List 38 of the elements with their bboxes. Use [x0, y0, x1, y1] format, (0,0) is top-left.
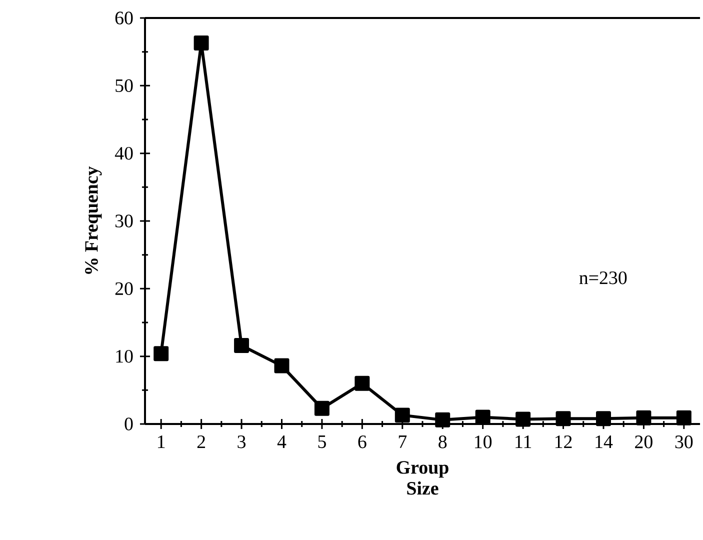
- point: [556, 411, 571, 426]
- x-tick-label: 3: [238, 435, 246, 448]
- x-tick-label: 20: [635, 436, 652, 448]
- y-tick-label: 10: [116, 350, 133, 363]
- x-tick-label: 6: [358, 435, 366, 448]
- point: [354, 376, 370, 391]
- y-tick-label: 20: [115, 282, 133, 296]
- x-axis-title: Group Size: [396, 461, 448, 495]
- point: [596, 411, 611, 426]
- x-tick-label: 14: [596, 436, 613, 448]
- point: [516, 412, 531, 427]
- x-tick-label: 7: [398, 435, 407, 448]
- point: [394, 408, 410, 423]
- x-tick-label: 4: [277, 436, 286, 448]
- point: [274, 358, 290, 374]
- x-tick-label: 5: [318, 435, 326, 448]
- point: [194, 36, 209, 51]
- x-tick-label: 2: [197, 435, 205, 448]
- y-tick-label: 50: [116, 79, 133, 92]
- x-tick-label: 10: [475, 436, 492, 448]
- y-tick-label: 30: [115, 214, 133, 228]
- point: [636, 410, 652, 426]
- x-tick-label: 30: [675, 436, 693, 448]
- point: [435, 412, 450, 428]
- x-tick-label: 1: [158, 436, 165, 448]
- point: [676, 410, 692, 426]
- point: [154, 346, 169, 362]
- y-tick-label: 0: [124, 418, 133, 430]
- x-tick-label: 8: [438, 436, 447, 448]
- y-axis-title: % Frequency: [85, 166, 102, 274]
- annotation: n=230: [579, 271, 627, 284]
- x-tick-label: 11: [516, 436, 532, 448]
- y-tick-label: 60: [115, 12, 133, 24]
- y-tick-label: 40: [114, 146, 133, 160]
- point: [475, 410, 490, 425]
- x-tick-label: 12: [555, 435, 572, 448]
- point: [234, 338, 250, 353]
- point: [314, 400, 330, 416]
